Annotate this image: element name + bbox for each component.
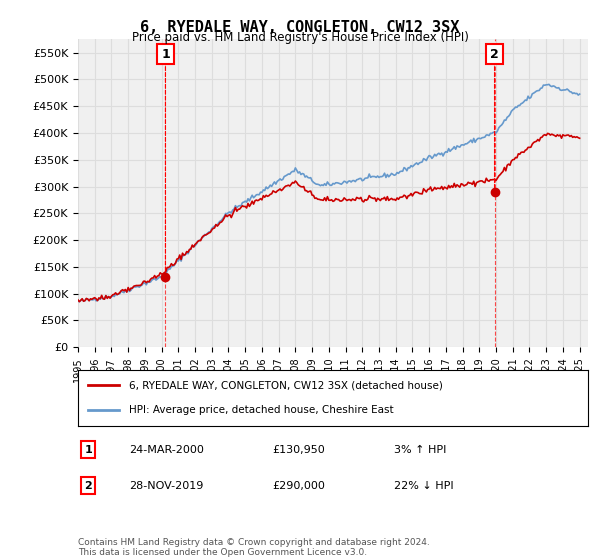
Text: £130,950: £130,950: [272, 445, 325, 455]
Text: Contains HM Land Registry data © Crown copyright and database right 2024.
This d: Contains HM Land Registry data © Crown c…: [78, 538, 430, 557]
Text: 2: 2: [490, 48, 499, 60]
Text: HPI: Average price, detached house, Cheshire East: HPI: Average price, detached house, Ches…: [129, 405, 394, 415]
Text: £290,000: £290,000: [272, 481, 325, 491]
Text: Price paid vs. HM Land Registry's House Price Index (HPI): Price paid vs. HM Land Registry's House …: [131, 31, 469, 44]
Text: 2: 2: [85, 481, 92, 491]
Text: 28-NOV-2019: 28-NOV-2019: [129, 481, 203, 491]
Text: 3% ↑ HPI: 3% ↑ HPI: [394, 445, 446, 455]
Text: 1: 1: [161, 48, 170, 60]
Text: 6, RYEDALE WAY, CONGLETON, CW12 3SX: 6, RYEDALE WAY, CONGLETON, CW12 3SX: [140, 20, 460, 35]
Text: 22% ↓ HPI: 22% ↓ HPI: [394, 481, 454, 491]
Text: 1: 1: [85, 445, 92, 455]
Text: 6, RYEDALE WAY, CONGLETON, CW12 3SX (detached house): 6, RYEDALE WAY, CONGLETON, CW12 3SX (det…: [129, 380, 443, 390]
Text: 24-MAR-2000: 24-MAR-2000: [129, 445, 204, 455]
